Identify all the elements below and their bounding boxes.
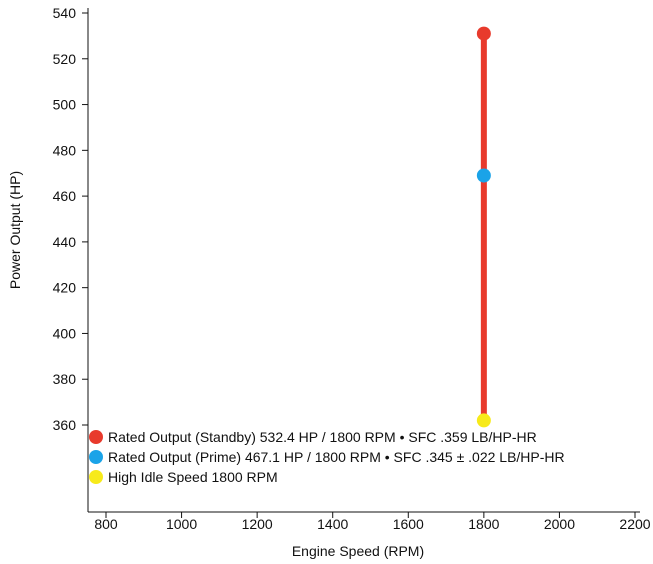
x-axis-title: Engine Speed (RPM) [292, 543, 424, 559]
x-tick-label: 1000 [166, 516, 197, 532]
x-axis-ticks: 800 1000 1200 1400 1600 1800 2000 2200 [94, 512, 651, 532]
data-point-1 [476, 168, 491, 183]
y-tick-label: 440 [53, 234, 77, 250]
y-tick-label: 520 [53, 51, 77, 67]
legend-label: High Idle Speed 1800 RPM [108, 469, 278, 485]
x-tick-label: 1400 [317, 516, 348, 532]
legend-label: Rated Output (Standby) 532.4 HP / 1800 R… [108, 429, 537, 445]
y-axis-title: Power Output (HP) [7, 171, 23, 289]
y-tick-label: 360 [53, 417, 77, 433]
legend-label: Rated Output (Prime) 467.1 HP / 1800 RPM… [108, 449, 565, 465]
y-tick-label: 400 [53, 325, 77, 341]
x-tick-label: 1200 [242, 516, 273, 532]
x-tick-label: 1600 [393, 516, 424, 532]
y-tick-label: 500 [53, 97, 77, 113]
x-tick-label: 2200 [619, 516, 650, 532]
y-tick-label: 380 [53, 371, 77, 387]
axes [87, 8, 640, 513]
data-point-0 [476, 26, 491, 41]
x-tick-label: 1800 [468, 516, 499, 532]
x-tick-label: 800 [94, 516, 118, 532]
y-tick-label: 420 [53, 280, 77, 296]
y-tick-label: 480 [53, 142, 77, 158]
legend: Rated Output (Standby) 532.4 HP / 1800 R… [89, 429, 565, 485]
legend-marker [89, 470, 103, 484]
series-layer [476, 26, 491, 428]
data-point-2 [476, 413, 491, 428]
y-tick-label: 460 [53, 188, 77, 204]
y-axis-ticks: 360 380 400 420 440 460 480 500 520 540 [53, 5, 88, 433]
legend-marker [89, 450, 103, 464]
y-tick-label: 540 [53, 5, 77, 21]
x-tick-label: 2000 [544, 516, 575, 532]
legend-marker [89, 430, 103, 444]
